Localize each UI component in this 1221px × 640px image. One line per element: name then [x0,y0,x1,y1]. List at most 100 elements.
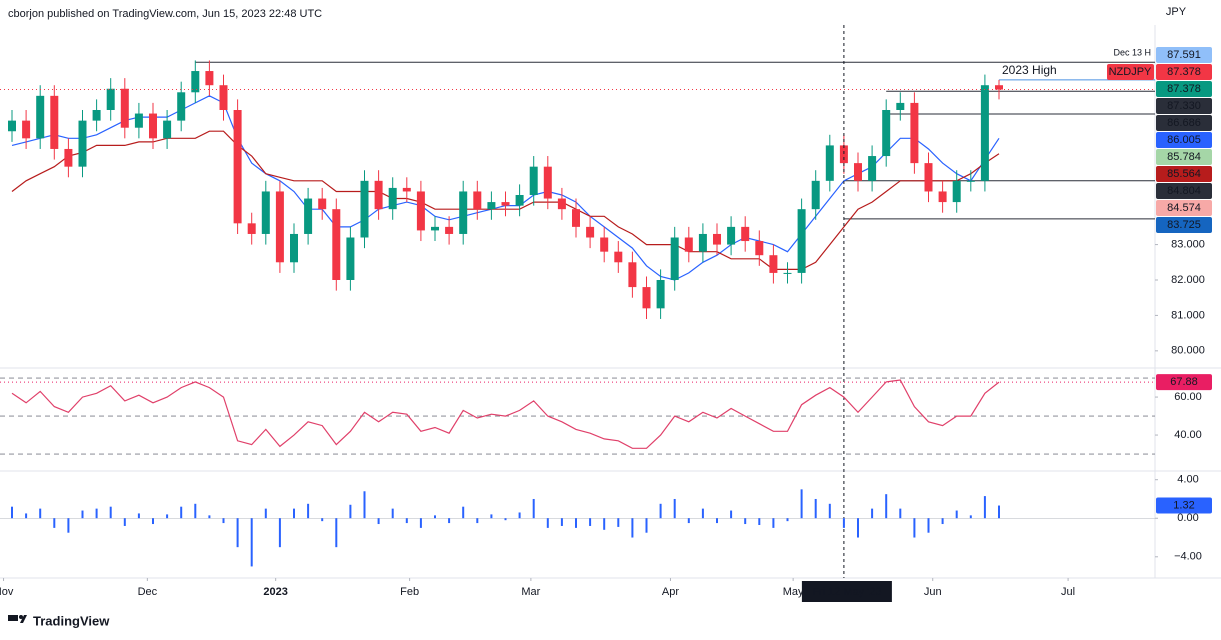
histogram-bar [81,510,84,519]
logo-shape [20,615,27,623]
histogram-bar [814,498,817,519]
candle-body [642,287,651,309]
candle-body [854,163,862,181]
histogram-bar [913,518,916,538]
candle-body [966,180,975,182]
candle-body [120,88,129,128]
candle-body [811,180,820,210]
candle-body [50,95,59,149]
price-tag-bg [1156,115,1212,131]
price-tag: 85.564 [1167,168,1201,180]
histogram-bar [716,518,718,524]
histogram-bar [405,518,408,524]
price-tag: 84.804 [1167,185,1201,197]
histogram-bar [645,518,648,533]
histogram-bar [39,508,42,519]
logo-shape [8,615,18,621]
histogram-bar [293,508,295,519]
candle-body [839,145,848,164]
candle-body [191,71,200,93]
price-tag: 83.725 [1167,219,1201,231]
candle-body [882,110,891,157]
histogram-bar [349,504,352,519]
candle-body [628,262,637,288]
y-tick-label: −4.00 [1174,551,1202,563]
brand: TradingView [33,613,110,628]
brand-logo [8,615,27,623]
x-tick-label: Nov [0,586,14,598]
candle-body [600,237,609,252]
histogram-bar [377,518,380,525]
candle-body [924,163,933,192]
price-tag-bg [1156,200,1212,216]
histogram-bar [955,510,958,519]
candle-body [910,102,919,164]
price-tag-bg [1156,166,1212,182]
y-tick-label: 82.000 [1171,274,1205,286]
candle-body [727,226,736,245]
candle-body [501,202,510,206]
histogram-bar [842,518,845,528]
x-tick-label: May [783,586,804,598]
candle-body [572,209,580,227]
histogram-bar [673,498,676,519]
candle-body [163,120,172,139]
candle-body [374,180,383,210]
candle-body [275,191,284,263]
price-tag: 87.330 [1167,100,1201,112]
candle-body [825,145,834,181]
x-tick-label: Feb [400,586,419,598]
logo-shape [19,615,23,619]
histogram-bar [969,515,972,519]
histogram-bar [208,515,211,519]
x-tick-label: Apr [662,586,679,598]
y-tick-label: 80.000 [1171,345,1205,357]
histogram-tag: 1.32 [1173,499,1194,511]
histogram-bar [701,508,704,519]
indicator-line [11,95,1000,281]
candle-body [233,110,242,224]
histogram-bar [927,518,930,533]
price-tag-bg [1156,217,1212,233]
histogram-bar [659,503,662,519]
histogram-bar [123,518,126,526]
price-tag: 86.686 [1167,117,1201,129]
y-tick-label: 83.000 [1171,238,1205,250]
candle-body [529,166,538,195]
candle-body [416,191,425,231]
candle-body [149,113,157,139]
price-tag: 85.784 [1167,151,1201,163]
candle-body [473,191,482,210]
histogram-bar [321,518,324,522]
price-tag-bg [1156,47,1212,63]
candle-body [670,237,679,280]
histogram-bar [800,489,803,519]
candle-body [698,233,707,252]
currency-label: JPY [1166,6,1187,18]
candle-body [402,187,411,192]
price-tag-bg [1156,132,1212,148]
price-tag-bg [1156,64,1212,80]
candle-body [614,251,623,263]
histogram-bar [518,512,521,519]
crosshair-label-bg [801,581,892,602]
candle-body [431,226,439,231]
candle-body [205,71,214,86]
histogram-bar [335,518,338,548]
histogram-bar [617,518,620,527]
price-tag: 84.574 [1167,202,1201,214]
candle-body [797,209,806,273]
price-tag-bg [1156,149,1212,165]
x-tick-label: Jul [1061,586,1075,598]
histogram-bar [871,508,874,519]
candle-body [980,85,989,181]
candle-body [134,113,143,128]
candle-body [868,156,877,181]
candle-body [219,85,228,110]
candle-body [938,191,947,203]
histogram-bar [828,503,831,519]
candle-body [318,198,327,210]
histogram-bar [25,513,28,519]
price-tag-bg [1156,81,1212,97]
histogram-bar [53,518,56,528]
